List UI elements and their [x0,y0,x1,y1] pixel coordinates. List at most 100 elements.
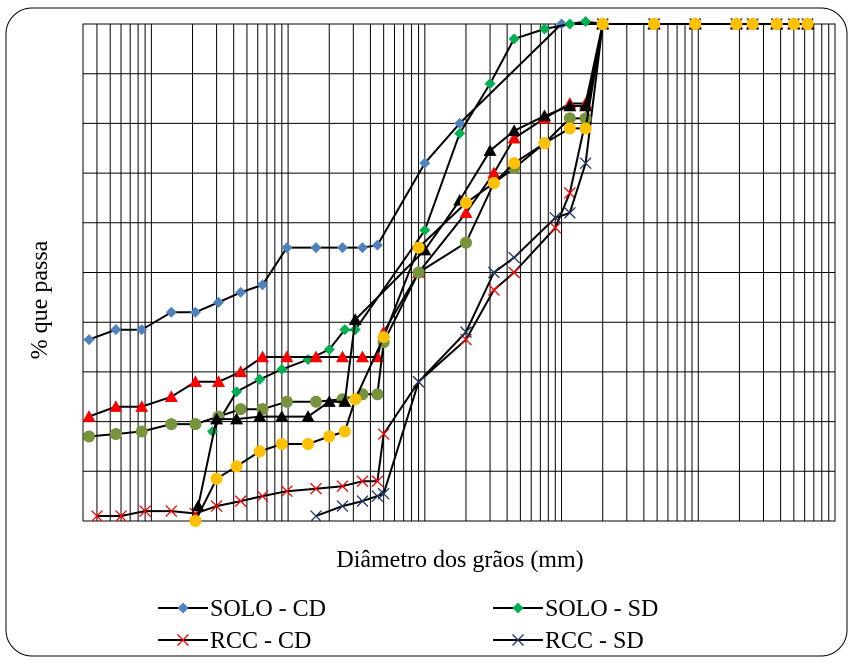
data-point [371,490,384,503]
legend-item: RCC - SD [493,628,644,654]
data-point [377,428,390,440]
data-point [139,505,152,518]
data-point [275,437,288,450]
data-point [109,400,123,412]
data-point [537,109,551,122]
marker-stroke [234,495,247,508]
data-point [189,515,202,527]
data-point [459,196,472,209]
marker-stroke [487,283,500,296]
legend-marker [512,634,524,646]
data-point [83,334,95,346]
data-point [188,375,202,388]
marker-stroke [310,482,322,495]
data-point [412,266,425,279]
data-point [164,390,178,402]
data-point [580,16,592,28]
data-point [371,475,384,488]
data-point [338,425,351,438]
data-point [165,306,177,318]
data-point [801,18,814,30]
data-point [165,418,178,431]
marker-stroke [210,500,223,513]
data-point [348,313,362,325]
data-point [230,460,243,473]
data-point [371,239,383,251]
data-point [235,286,247,298]
data-point [563,99,577,112]
data-point [460,326,472,339]
legend-label: SOLO - SD [545,596,658,622]
data-point [787,18,800,30]
legend-marker [177,602,189,614]
data-point [508,251,521,264]
data-point [230,412,244,425]
data-point [82,410,96,422]
marker-stroke [356,495,369,508]
data-point [83,430,96,443]
data-point [189,306,201,318]
data-point [508,266,521,279]
data-point [549,221,562,234]
marker-stroke [377,428,390,440]
data-point [302,437,315,450]
data-point [419,157,431,169]
data-point [563,206,576,219]
data-point [135,400,149,412]
data-point [377,331,390,344]
data-point [579,122,592,135]
data-point [507,131,521,144]
data-point [487,283,500,296]
marker-stroke [549,221,562,234]
data-point [419,224,431,236]
marker-stroke [377,487,390,500]
data-point [371,388,384,401]
data-point [109,428,122,441]
data-point [484,78,496,90]
data-point [538,137,551,150]
marker-stroke [508,251,521,264]
marker-stroke [177,634,189,646]
data-point [301,410,315,422]
y-axis-label: % que passa [27,240,53,359]
data-point [276,363,288,375]
data-point [356,475,369,488]
data-point [454,117,466,129]
data-point [487,177,500,190]
data-point [256,490,269,503]
marker-stroke [460,326,472,339]
marker-stroke [256,490,269,503]
marker-stroke [579,157,592,170]
data-point [459,236,472,249]
data-point [770,18,783,30]
data-point [234,495,247,508]
data-point [459,206,473,219]
data-point [689,18,702,30]
data-point [336,500,349,513]
marker-stroke [371,475,384,488]
marker-stroke [508,266,521,279]
data-point [596,18,609,30]
marker-stroke [115,510,127,522]
data-point [483,144,497,156]
data-point [323,430,336,443]
legend-item: SOLO - CD [158,596,326,622]
marker-stroke [336,500,349,513]
marker-stroke [563,206,576,219]
marker-stroke [549,211,562,224]
x-axis-label: Diâmetro dos grãos (mm) [336,547,583,573]
marker-stroke [280,485,293,498]
data-point [231,386,243,398]
marker-stroke [90,510,103,522]
data-point [336,350,350,363]
data-point [730,18,743,30]
data-point [356,242,368,254]
data-point [337,242,349,254]
marker-stroke [371,490,384,503]
data-point [280,350,294,363]
legend-label: RCC - CD [210,628,311,654]
data-point [254,373,266,385]
data-point [563,112,576,125]
legend: SOLO - CD SOLO - SD RCC - CD RCC - SD [158,596,658,654]
